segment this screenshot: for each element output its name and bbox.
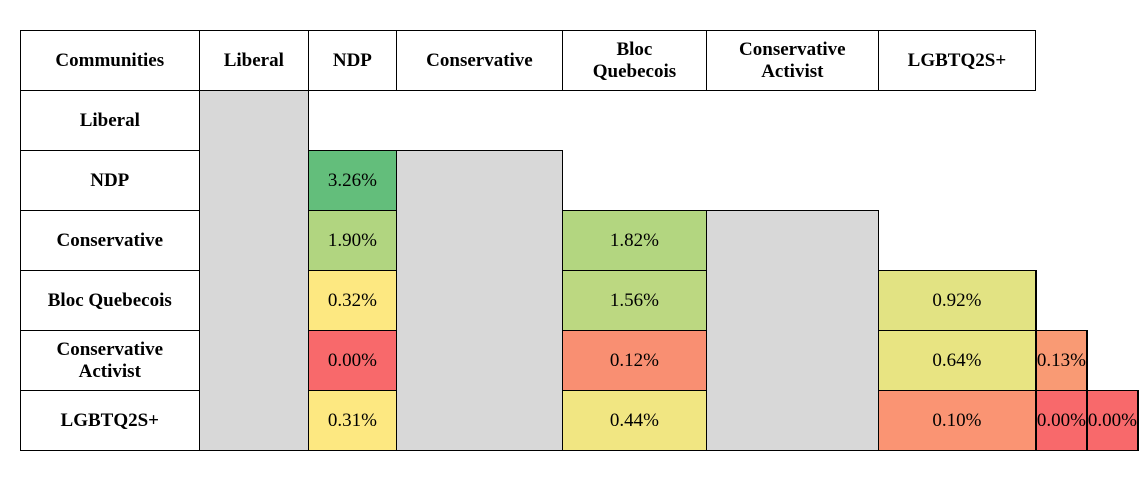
empty-cell xyxy=(1137,390,1139,451)
cell-text-line: Liberal xyxy=(79,109,140,131)
column-header-cell: LGBTQ2S+ xyxy=(878,30,1036,91)
column-header-cell: Conservative Activist xyxy=(705,30,880,91)
empty-cell xyxy=(705,210,880,451)
row-header-cell: LGBTQ2S+ xyxy=(20,390,200,451)
column-header-cell: Liberal xyxy=(198,30,310,91)
value-cell: 0.13% xyxy=(1035,330,1087,391)
cell-text-line: Activist xyxy=(761,60,824,82)
column-header-cell: Conservative xyxy=(395,30,564,91)
value-cell: 1.82% xyxy=(562,210,707,271)
cell-text-line: Conservative xyxy=(56,229,164,251)
table-row: Bloc Quebecois 0.32% 1.56% 0.92% xyxy=(20,270,1139,451)
corner-header-cell: Communities xyxy=(20,30,200,91)
value-cell: 0.92% xyxy=(878,270,1036,331)
cell-text-line: Conservative xyxy=(426,49,533,71)
column-header-cell: NDP xyxy=(308,30,397,91)
value-cell: 0.64% xyxy=(878,330,1036,391)
matrix-body: Communities Liberal NDP Conservative Bloc Que… xyxy=(20,30,1139,451)
value-cell: 0.31% xyxy=(308,390,397,451)
value-cell: 1.56% xyxy=(562,270,707,331)
cell-text-line: Quebecois xyxy=(592,60,677,82)
table-row: Liberal xyxy=(20,90,1139,451)
value-cell: 0.00% xyxy=(1086,390,1139,451)
cell-text-line: Liberal xyxy=(223,49,284,71)
cell-text-line: Conservative xyxy=(739,38,846,60)
value-cell: 0.32% xyxy=(308,270,397,331)
cell-text-line: NDP xyxy=(332,49,372,71)
value-cell: 3.26% xyxy=(308,150,397,211)
cell-text-line: Bloc xyxy=(616,38,653,60)
value-cell: 0.00% xyxy=(308,330,397,391)
table-row: LGBTQ2S+ 0.31% 0.44% 0.10% 0.00% 0.00% xyxy=(20,390,1139,451)
correlation-matrix-table: Communities Liberal NDP Conservative Bloc Que… xyxy=(20,30,1139,451)
cell-text-line: LGBTQ2S+ xyxy=(907,49,1007,71)
table-row: Conservative 1.90% 1.82% xyxy=(20,210,1139,451)
cell-text-line: Activist xyxy=(78,360,141,382)
table-row: NDP 3.26% xyxy=(20,150,1139,451)
row-header-cell: Liberal xyxy=(20,90,200,151)
row-header-cell: Conservative xyxy=(20,210,200,271)
row-header-cell: Conservative Activist xyxy=(20,330,200,391)
cell-text-line: NDP xyxy=(90,169,130,191)
cell-text-line: Bloc Quebecois xyxy=(47,289,172,311)
table-row: Conservative Activist 0.00% 0.12% 0.64% 0.13% xyxy=(20,330,1139,451)
column-header-cell: Bloc Quebecois xyxy=(562,30,707,91)
cell-text-line: LGBTQ2S+ xyxy=(60,409,160,431)
value-cell: 0.00% xyxy=(1035,390,1087,451)
value-cell: 0.44% xyxy=(562,390,707,451)
row-header-cell: NDP xyxy=(20,150,200,211)
empty-cell xyxy=(395,150,564,451)
empty-cell xyxy=(198,90,310,451)
cell-text-line: Conservative xyxy=(56,338,164,360)
value-cell: 0.10% xyxy=(878,390,1036,451)
value-cell: 0.12% xyxy=(562,330,707,391)
header-row: Communities Liberal NDP Conservative Bloc Que… xyxy=(20,30,1139,91)
row-header-cell: Bloc Quebecois xyxy=(20,270,200,331)
value-cell: 1.90% xyxy=(308,210,397,271)
